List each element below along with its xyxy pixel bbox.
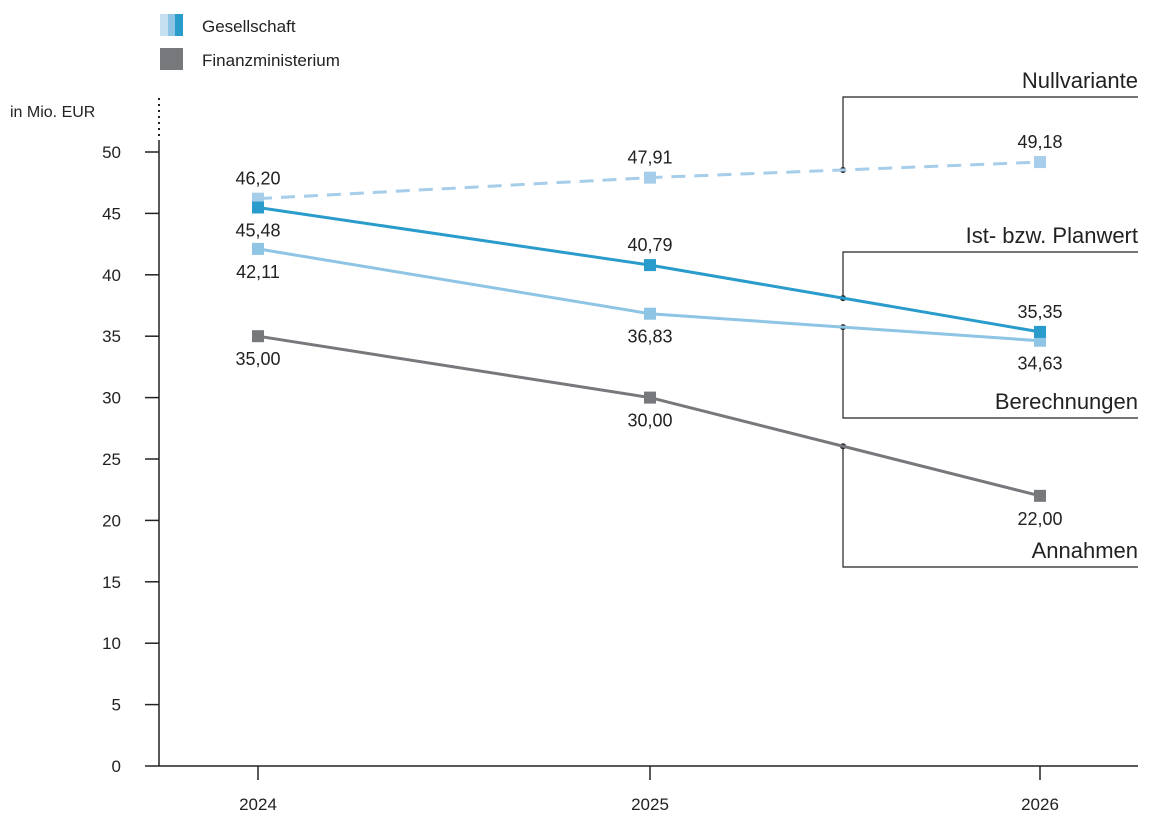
data-label-nullvariante: 46,20	[235, 169, 280, 189]
data-point-ist_planwert	[644, 259, 656, 272]
callout-line	[842, 251, 1138, 299]
legend: Gesellschaft Finanzministerium	[160, 14, 340, 70]
data-label-berechnungen: 36,83	[627, 327, 672, 347]
legend-label-finanzministerium: Finanzministerium	[202, 51, 340, 70]
callout-ist_planwert: Ist- bzw. Planwert	[840, 223, 1138, 302]
legend-label-gesellschaft: Gesellschaft	[202, 17, 296, 36]
data-label-ist_planwert: 35,35	[1017, 302, 1062, 322]
callout-nullvariante: Nullvariante	[840, 68, 1138, 173]
data-label-annahmen: 35,00	[235, 349, 280, 369]
data-label-nullvariante: 47,91	[627, 148, 672, 168]
y-tick-label: 40	[102, 266, 121, 285]
series-berechnungen: 42,11 36,83 34,63	[236, 242, 1063, 374]
callouts: Nullvariante Ist- bzw. Planwert Berechnung…	[840, 68, 1138, 568]
x-tick-label: 2025	[631, 795, 669, 813]
series-annahmen: 35,00 30,00 22,00	[235, 330, 1063, 529]
data-label-annahmen: 22,00	[1017, 509, 1062, 529]
data-point-berechnungen	[252, 242, 264, 255]
legend-item-gesellschaft: Gesellschaft	[160, 14, 296, 36]
callout-line	[842, 96, 1138, 170]
data-point-ist_planwert	[252, 201, 264, 214]
x-tick-label: 2026	[1021, 795, 1059, 813]
data-label-nullvariante: 49,18	[1017, 132, 1062, 152]
legend-item-finanzministerium: Finanzministerium	[160, 48, 340, 70]
y-tick-label: 10	[102, 634, 121, 653]
y-tick-label: 5	[112, 696, 121, 715]
y-tick-label: 15	[102, 573, 121, 592]
data-label-ist_planwert: 45,48	[235, 221, 280, 241]
data-point-berechnungen	[644, 307, 656, 320]
y-tick-label: 0	[112, 757, 121, 776]
data-label-annahmen: 30,00	[627, 411, 672, 431]
gray-swatch-icon	[160, 48, 183, 70]
y-tick-label: 30	[102, 389, 121, 408]
y-tick-label: 35	[102, 327, 121, 346]
data-point-annahmen	[644, 391, 656, 404]
callout-berechnungen: Berechnungen	[840, 324, 1138, 419]
y-axis-unit-label: in Mio. EUR	[10, 104, 95, 121]
data-point-nullvariante	[644, 171, 656, 184]
data-point-annahmen	[1034, 489, 1046, 502]
data-label-berechnungen: 34,63	[1017, 354, 1062, 374]
callout-annahmen: Annahmen	[840, 443, 1138, 568]
x-tick-label: 2024	[239, 795, 277, 813]
data-point-nullvariante	[1034, 156, 1046, 169]
series: 46,20 47,91 49,18 42,11 36,83 34,63 45,48 40,79…	[235, 132, 1062, 529]
callout-line	[842, 327, 1138, 419]
y-tick-label: 20	[102, 511, 121, 530]
series-ist_planwert: 45,48 40,79 35,35	[235, 201, 1063, 338]
data-label-berechnungen: 42,11	[236, 262, 280, 282]
y-tick-label: 45	[102, 204, 121, 223]
x-ticks: 2024 2025 2026	[239, 766, 1059, 813]
data-point-annahmen	[252, 330, 264, 343]
callout-label-berechnungen: Berechnungen	[995, 389, 1138, 414]
y-ticks: 0 5 10 15 20 25 30 35 40 45 50	[102, 143, 159, 776]
callout-line	[842, 446, 1138, 568]
callout-label-annahmen: Annahmen	[1032, 538, 1138, 563]
y-tick-label: 25	[102, 450, 121, 469]
data-label-ist_planwert: 40,79	[627, 235, 672, 255]
callout-label-ist_planwert: Ist- bzw. Planwert	[966, 223, 1138, 248]
callout-label-nullvariante: Nullvariante	[1022, 68, 1138, 93]
blue-swatch-icon	[160, 14, 183, 36]
series-nullvariante: 46,20 47,91 49,18	[235, 132, 1063, 205]
data-point-ist_planwert	[1034, 325, 1046, 338]
y-tick-label: 50	[102, 143, 121, 162]
